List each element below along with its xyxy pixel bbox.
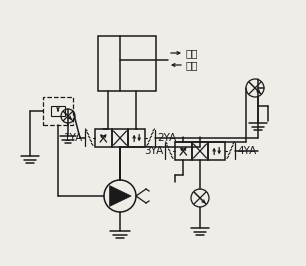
Text: 4YA: 4YA [237, 146, 256, 156]
Bar [175, 142, 192, 160]
Bar [192, 142, 208, 160]
Polygon shape [110, 186, 131, 206]
Text: 3YA: 3YA [144, 146, 163, 156]
Bar [43, 97, 73, 125]
Bar [112, 129, 128, 147]
Text: 后退: 后退 [186, 60, 199, 70]
Bar [51, 106, 65, 116]
Text: 1YA: 1YA [64, 133, 83, 143]
Bar [95, 129, 112, 147]
Text: 2YA: 2YA [157, 133, 176, 143]
Bar [208, 142, 225, 160]
Bar [98, 36, 156, 91]
Text: 前进: 前进 [186, 48, 199, 58]
Bar [128, 129, 145, 147]
